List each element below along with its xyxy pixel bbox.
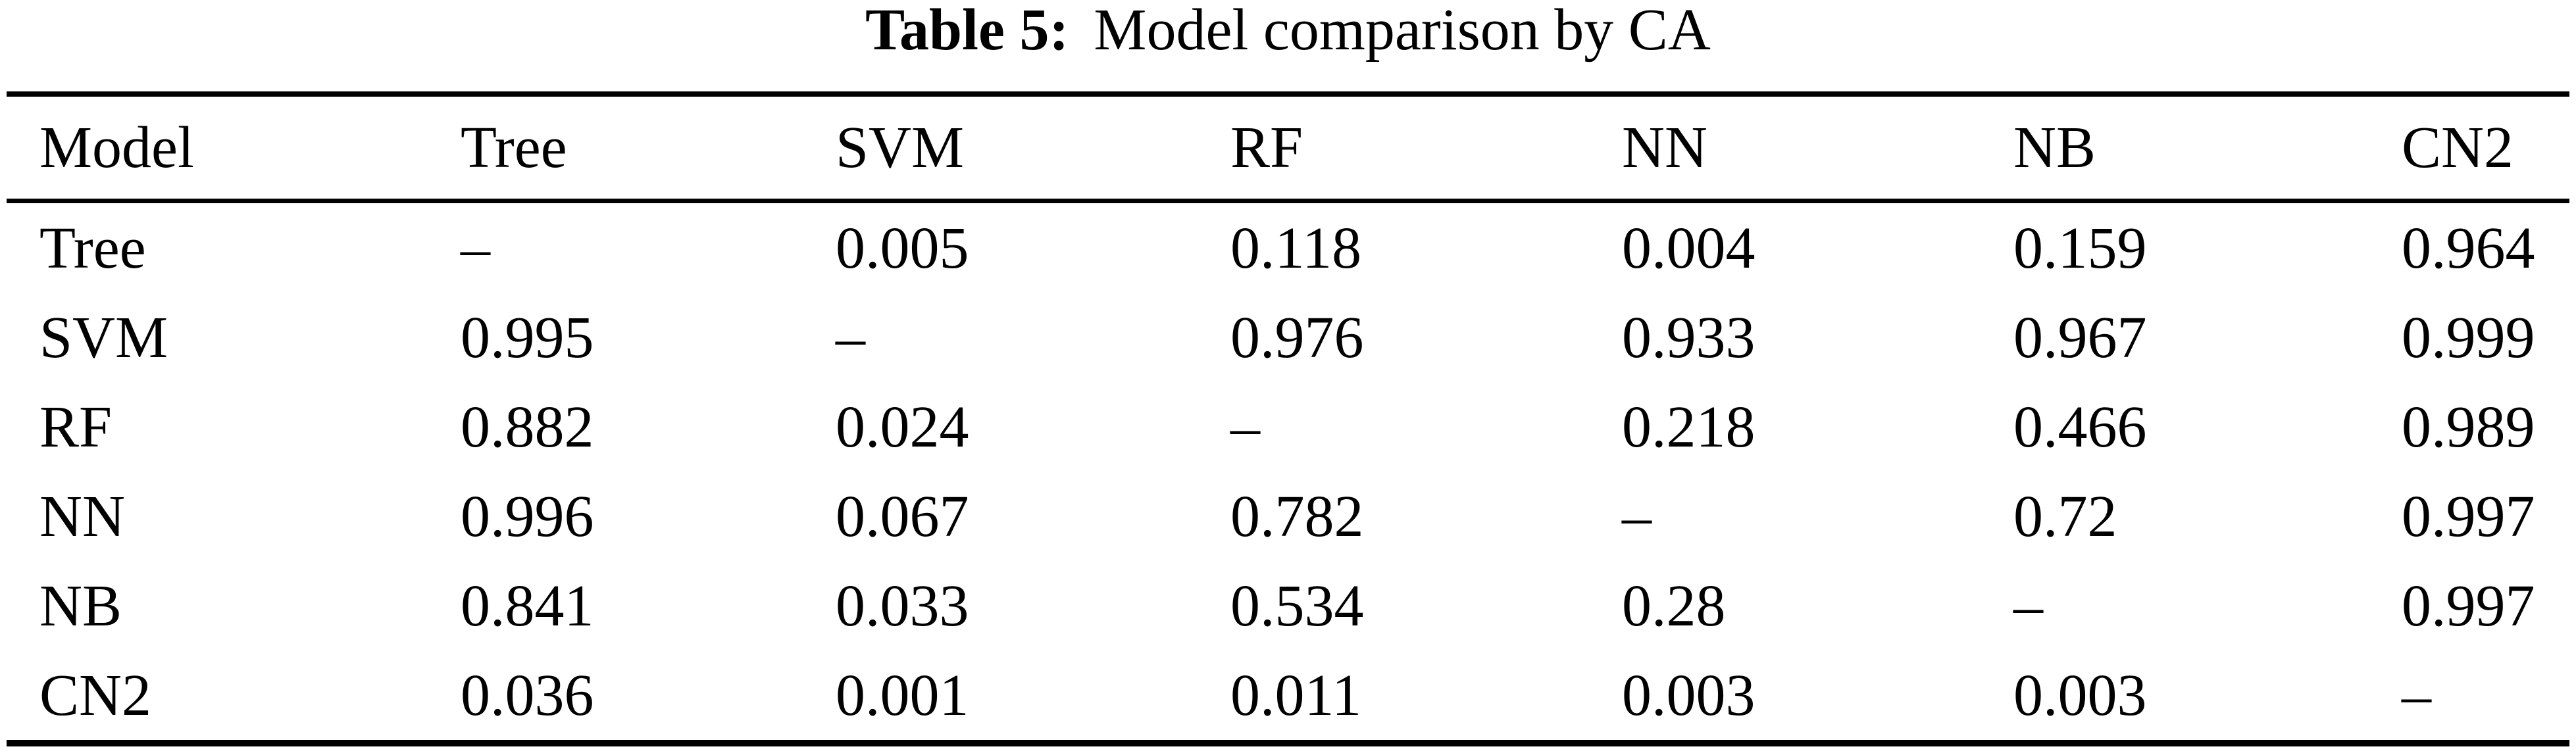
row-label: RF — [39, 394, 113, 460]
row-label: NB — [39, 573, 122, 639]
column-header-cn2: CN2 — [2369, 94, 2569, 203]
table-cell: 0.999 — [2402, 304, 2535, 370]
table-cell: 0.036 — [461, 662, 594, 728]
table-cell: 0.997 — [2402, 573, 2535, 639]
row-label: Tree — [39, 215, 146, 281]
row-label: SVM — [39, 304, 168, 370]
table-cell: 0.159 — [2013, 215, 2147, 281]
table-cell: – — [2402, 662, 2431, 728]
column-header-nb: NB — [1981, 94, 2369, 203]
table-caption: Table 5: Model comparison by CA — [0, 0, 2576, 61]
table-cell: 0.841 — [461, 573, 594, 639]
row-label: CN2 — [39, 662, 152, 728]
table-cell: 0.118 — [1230, 215, 1362, 281]
table-cell: 0.011 — [1230, 662, 1362, 728]
table-row-tree: Tree – 0.005 0.118 0.004 0.159 0.964 — [7, 201, 2569, 293]
table-cell: 0.466 — [2013, 394, 2147, 460]
table-cell: 0.534 — [1230, 573, 1364, 639]
table-cell: – — [836, 304, 865, 370]
table-row-nn: NN 0.996 0.067 0.782 – 0.72 0.997 — [7, 472, 2569, 561]
table-cell: 0.782 — [1230, 483, 1364, 549]
table-cell: 0.882 — [461, 394, 594, 460]
column-header-rf: RF — [1198, 94, 1589, 203]
column-header-nn: NN — [1589, 94, 1981, 203]
table-cell: 0.28 — [1622, 573, 1726, 639]
table-cell: – — [1622, 483, 1652, 549]
table-cell: 0.989 — [2402, 394, 2535, 460]
table-row-nb: NB 0.841 0.033 0.534 0.28 – 0.997 — [7, 561, 2569, 650]
table-cell: 0.976 — [1230, 304, 1364, 370]
table-cell: 0.001 — [836, 662, 969, 728]
table-cell: 0.003 — [2013, 662, 2147, 728]
caption-label: Table 5: — [865, 0, 1069, 62]
table-cell: 0.024 — [836, 394, 969, 460]
row-label: NN — [39, 483, 125, 549]
column-header-model: Model — [7, 94, 428, 203]
table-cell: 0.996 — [461, 483, 594, 549]
table-cell: 0.005 — [836, 215, 969, 281]
caption-text: Model comparison by CA — [1094, 0, 1711, 62]
table-cell: – — [1230, 394, 1260, 460]
table-cell: 0.003 — [1622, 662, 1755, 728]
table-cell: 0.004 — [1622, 215, 1755, 281]
table-cell: 0.033 — [836, 573, 969, 639]
model-comparison-table: Model Tree SVM RF NN NB CN2 Tree – 0.005… — [7, 91, 2569, 746]
table-cell: 0.067 — [836, 483, 969, 549]
table-cell: 0.967 — [2013, 304, 2147, 370]
table-cell: 0.218 — [1622, 394, 1755, 460]
column-header-tree: Tree — [428, 94, 803, 203]
table-cell: – — [2013, 573, 2043, 639]
table-cell: 0.72 — [2013, 483, 2117, 549]
table-row-svm: SVM 0.995 – 0.976 0.933 0.967 0.999 — [7, 293, 2569, 382]
table-cell: 0.997 — [2402, 483, 2535, 549]
table-cell: 0.964 — [2402, 215, 2535, 281]
table-cell: 0.995 — [461, 304, 594, 370]
table-row-cn2: CN2 0.036 0.001 0.011 0.003 0.003 – — [7, 650, 2569, 743]
table-cell: 0.933 — [1622, 304, 1755, 370]
column-header-svm: SVM — [803, 94, 1198, 203]
header-row: Model Tree SVM RF NN NB CN2 — [7, 94, 2569, 203]
table-row-rf: RF 0.882 0.024 – 0.218 0.466 0.989 — [7, 382, 2569, 472]
table-cell: – — [461, 215, 490, 281]
